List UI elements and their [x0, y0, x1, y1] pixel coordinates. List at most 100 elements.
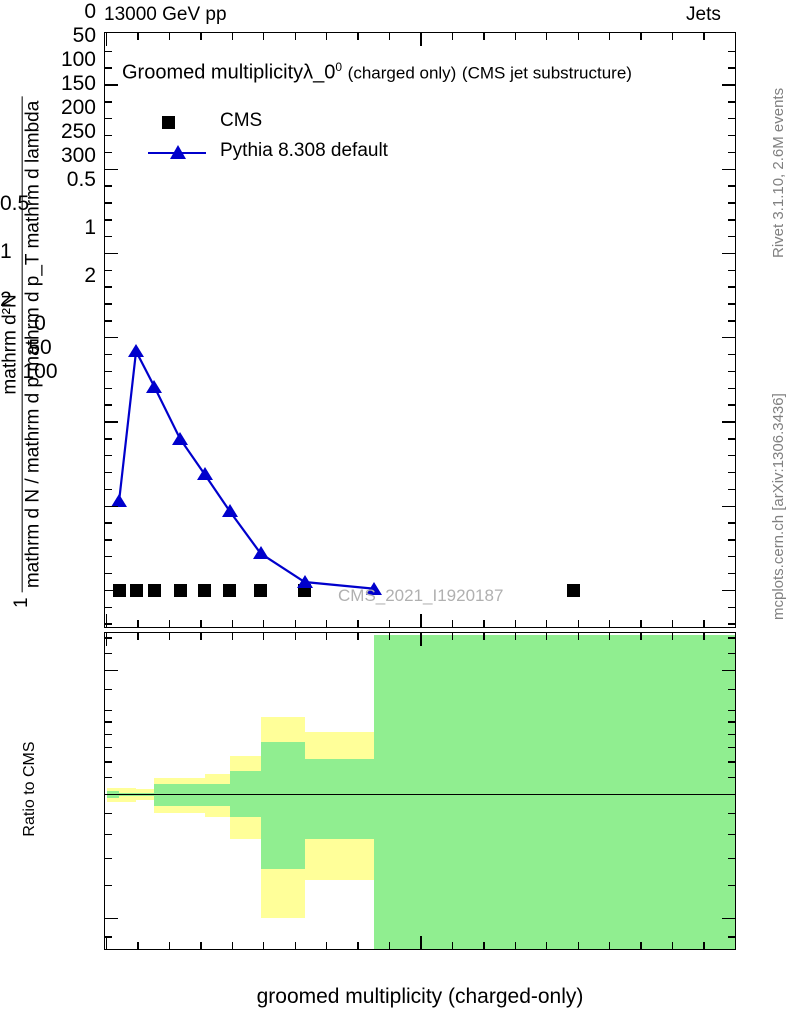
y-tick [105, 539, 112, 541]
x-tick [671, 33, 674, 40]
ratio-y-tick [722, 793, 735, 796]
x-tick [168, 942, 171, 949]
plot-title-lambda-exponent: 0 [335, 60, 343, 74]
x-tick [451, 633, 454, 640]
y-tick [105, 337, 118, 339]
header-category-label: Jets [686, 4, 721, 25]
x-tick [671, 942, 674, 949]
y-tick [728, 353, 735, 356]
y-tick [105, 168, 118, 170]
y-tick [728, 454, 735, 457]
x-tick [546, 33, 548, 40]
x-tick [263, 620, 265, 627]
data-point-cms [112, 583, 126, 597]
ratio-y-tick [728, 709, 735, 712]
x-tick [640, 633, 642, 640]
y-tick [105, 556, 112, 558]
y-tick [728, 50, 735, 53]
ratio-y-tick [728, 833, 735, 836]
data-point-cms [223, 583, 237, 597]
ratio-y-tick [105, 653, 112, 655]
y-tick [728, 556, 735, 558]
ratio-y-tick [105, 812, 112, 815]
y-tick [728, 202, 735, 204]
legend-item-label: Pythia 8.308 default [220, 140, 388, 161]
data-point-pythia [252, 546, 269, 560]
y-tick [105, 589, 118, 592]
y-tick [105, 118, 112, 120]
y-tick [728, 387, 735, 389]
x-tick [168, 633, 171, 640]
y-tick [105, 185, 112, 187]
x-tick-label: 50 [28, 336, 52, 359]
x-tick [420, 614, 422, 627]
y-tick [728, 185, 735, 187]
y-tick [105, 454, 112, 457]
ratio-y-tick [728, 936, 735, 938]
x-tick [294, 33, 296, 40]
x-tick [357, 33, 359, 40]
plot-title-main: Groomed multiplicity [122, 61, 304, 84]
analysis-watermark: CMS_2021_I1920187 [338, 586, 504, 605]
x-tick [388, 33, 391, 40]
x-tick [420, 633, 422, 646]
y-tick [105, 488, 112, 491]
x-tick [546, 620, 548, 627]
legend-item-label: CMS [220, 110, 263, 131]
ratio-y-tick-label: 1 [84, 216, 96, 239]
ratio-y-tick [728, 776, 735, 779]
y-tick [105, 505, 118, 507]
ratio-y-tick [105, 936, 112, 938]
y-tick [722, 421, 735, 423]
x-tick [263, 633, 265, 640]
data-point-cms [254, 583, 268, 597]
y-axis-title-denominator: mathrm d N / mathrm d p mathrm d p_T mat… [21, 96, 45, 593]
x-tick [546, 942, 548, 949]
x-tick [483, 942, 485, 949]
y-tick [105, 303, 112, 305]
data-point-pythia [296, 575, 313, 588]
y-tick [728, 269, 735, 272]
y-tick [105, 67, 112, 69]
x-tick [420, 33, 422, 46]
y-tick [105, 471, 112, 474]
ratio-y-tick [105, 637, 112, 639]
y-tick [722, 168, 735, 170]
x-tick [105, 936, 108, 949]
y-tick [105, 320, 112, 322]
y-tick [728, 303, 735, 305]
ratio-y-tick [105, 761, 112, 763]
y-tick [728, 488, 735, 491]
y-tick [105, 623, 112, 625]
x-tick [325, 33, 328, 40]
x-tick [577, 33, 579, 40]
ratio-band-green [304, 759, 375, 839]
y-tick [105, 252, 118, 255]
x-tick [105, 614, 108, 627]
y-tick [722, 252, 735, 255]
y-tick [105, 219, 112, 221]
x-tick [577, 633, 579, 640]
data-point-pythia [128, 344, 145, 358]
y-tick [105, 269, 112, 272]
ratio-y-tick [728, 653, 735, 655]
x-tick [168, 620, 171, 627]
ratio-y-tick-label-right: 2 [0, 288, 12, 311]
y-tick [728, 522, 735, 524]
x-tick [263, 942, 265, 949]
plot-title: Groomed multiplicityλ_00 (charged only) … [122, 60, 632, 85]
x-tick [357, 942, 359, 949]
rivet-version-label: Rivet 3.1.10, 2.6M events [770, 87, 786, 258]
ratio-y-tick [105, 833, 112, 836]
x-tick [609, 633, 611, 640]
y-tick [105, 572, 112, 575]
x-tick [483, 620, 485, 627]
x-tick [640, 620, 642, 627]
y-tick-label: 200 [60, 96, 96, 119]
x-tick [388, 620, 391, 627]
ratio-y-tick [728, 746, 735, 749]
y-tick [105, 134, 112, 137]
ratio-plot-panel [104, 632, 736, 950]
x-tick [168, 33, 171, 40]
x-tick [640, 33, 642, 40]
